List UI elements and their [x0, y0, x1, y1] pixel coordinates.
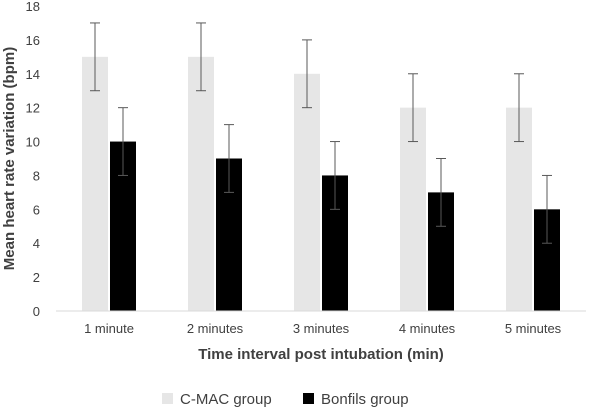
- error-bar: [224, 124, 234, 193]
- error-bar: [514, 73, 524, 143]
- x-tick-label: 2 minutes: [187, 321, 244, 336]
- y-tick-label: 8: [33, 168, 40, 183]
- legend-swatch: [303, 393, 314, 404]
- legend: C-MAC group Bonfils group: [162, 391, 409, 408]
- error-bar: [196, 22, 206, 92]
- y-tick-label: 2: [33, 270, 40, 285]
- y-tick-label: 0: [33, 304, 40, 319]
- x-tick-label: 3 minutes: [293, 321, 350, 336]
- error-bar: [542, 174, 552, 244]
- error-bar: [330, 141, 340, 210]
- bar-c-mac-group: [294, 73, 320, 312]
- x-axis-ticks: 1 minute 2 minutes 3 minutes 4 minutes 5 min…: [84, 321, 562, 336]
- y-tick-label: 6: [33, 202, 40, 217]
- error-bar: [436, 158, 446, 227]
- y-tick-label: 12: [26, 101, 40, 116]
- error-bar: [90, 22, 100, 92]
- x-tick-label: 1 minute: [84, 321, 134, 336]
- legend-label: C-MAC group: [180, 391, 272, 408]
- x-tick-label: 5 minutes: [505, 321, 562, 336]
- y-axis-title: Mean heart rate variation (bpm): [1, 47, 18, 270]
- error-bar: [302, 39, 312, 109]
- bar-c-mac-group: [188, 56, 214, 312]
- y-tick-label: 10: [26, 135, 40, 150]
- legend-item: Bonfils group: [303, 391, 409, 408]
- y-tick-label: 18: [26, 0, 40, 14]
- bar-c-mac-group: [82, 56, 108, 312]
- y-tick-label: 14: [26, 67, 40, 82]
- x-tick-label: 4 minutes: [399, 321, 456, 336]
- y-axis-ticks: 0 2 4 6 8 10 12 14 16 18: [26, 0, 40, 319]
- legend-label: Bonfils group: [321, 391, 409, 408]
- bars-area: [82, 22, 560, 312]
- x-axis-title: Time interval post intubation (min): [198, 346, 444, 363]
- y-tick-label: 16: [26, 33, 40, 48]
- legend-item: C-MAC group: [162, 391, 272, 408]
- y-tick-label: 4: [33, 236, 40, 251]
- legend-swatch: [162, 393, 173, 404]
- error-bar: [408, 73, 418, 143]
- error-bar: [118, 107, 128, 176]
